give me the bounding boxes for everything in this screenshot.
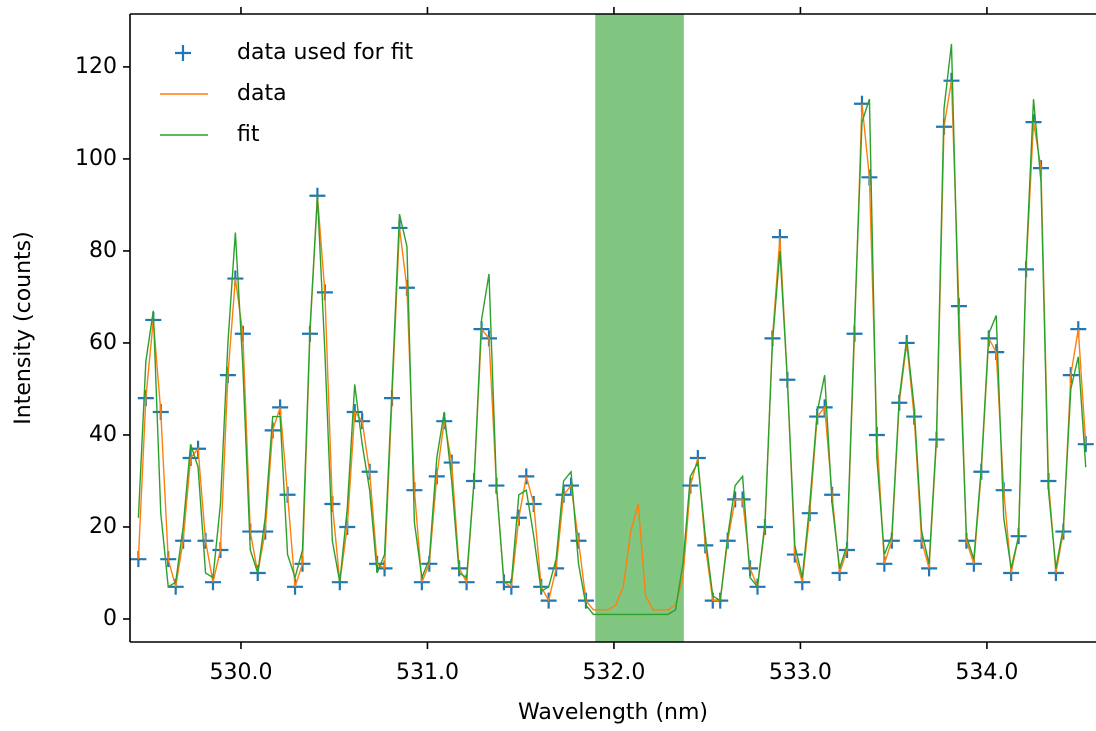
y-tick-label: 100 xyxy=(75,146,117,171)
line-series xyxy=(137,80,1087,611)
x-axis-label: Wavelength (nm) xyxy=(518,700,708,725)
x-tick-label: 533.0 xyxy=(769,660,832,685)
y-tick-label: 40 xyxy=(89,422,117,447)
y-axis-label: Intensity (counts) xyxy=(11,231,36,424)
plot-area xyxy=(130,14,1094,642)
legend-label: data xyxy=(237,81,287,106)
x-tick-label: 530.0 xyxy=(209,660,272,685)
x-tick-label: 534.0 xyxy=(955,660,1018,685)
y-tick-label: 20 xyxy=(89,514,117,539)
legend-label: fit xyxy=(237,122,260,147)
x-tick-label: 532.0 xyxy=(582,660,645,685)
y-tick-label: 120 xyxy=(75,54,117,79)
y-tick-label: 0 xyxy=(103,606,117,631)
line-series xyxy=(137,43,1087,616)
y-tick-label: 60 xyxy=(89,330,117,355)
x-tick-label: 531.0 xyxy=(396,660,459,685)
y-tick-label: 80 xyxy=(89,238,117,263)
legend-marker xyxy=(175,45,191,61)
highlight-span xyxy=(595,14,684,642)
legend-label: data used for fit xyxy=(237,40,414,65)
